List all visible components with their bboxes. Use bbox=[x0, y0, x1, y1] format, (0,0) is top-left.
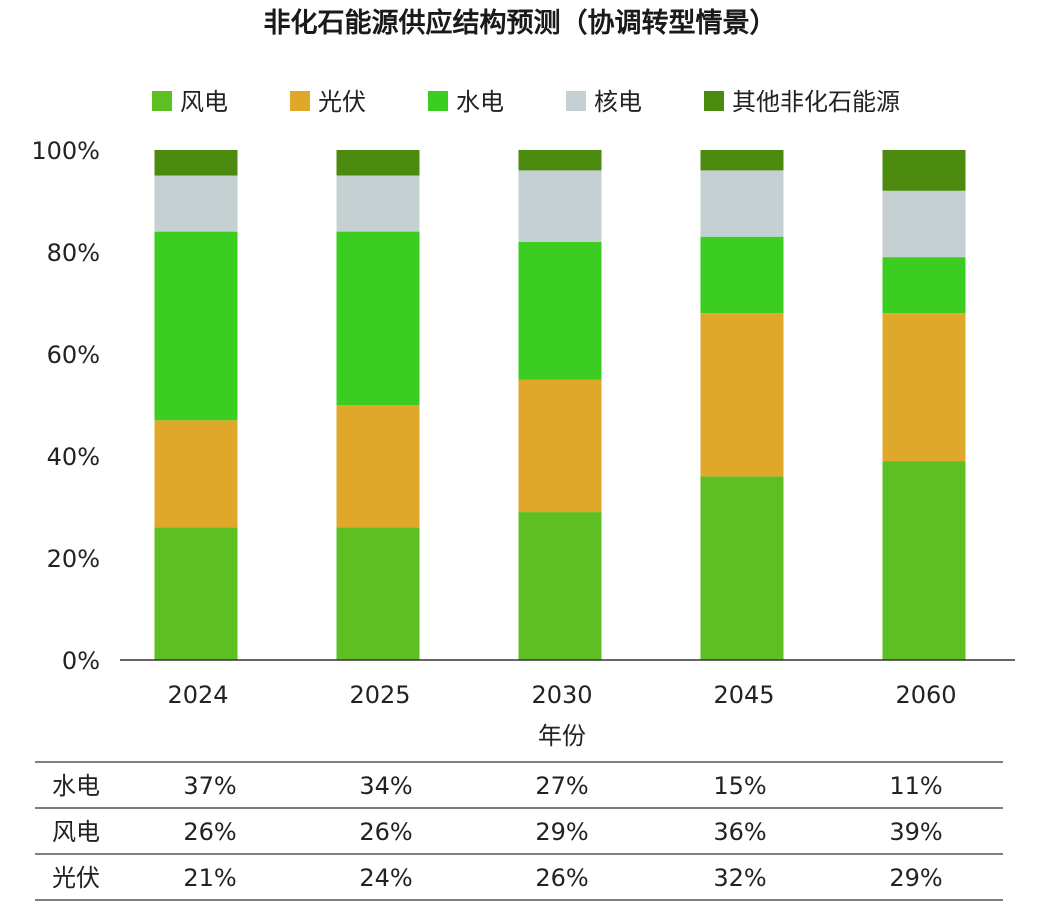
legend-swatch bbox=[152, 91, 172, 111]
x-tick-label: 2025 bbox=[349, 681, 410, 709]
bar-segment bbox=[882, 190, 966, 258]
bar-segment bbox=[700, 170, 784, 237]
bar-segment bbox=[336, 527, 420, 660]
bar-segment bbox=[882, 257, 966, 314]
table-cell: 11% bbox=[889, 772, 942, 800]
x-axis: 2024 2025 2030 2045 2060 bbox=[167, 681, 956, 709]
legend-label: 核电 bbox=[594, 88, 642, 116]
bar-segment bbox=[154, 231, 238, 421]
bar-segment bbox=[882, 313, 966, 462]
table-cell: 26% bbox=[359, 818, 412, 846]
bar-segment bbox=[882, 150, 966, 191]
y-tick-label: 0% bbox=[62, 647, 100, 675]
y-tick-label: 100% bbox=[31, 137, 100, 165]
bar-segment bbox=[518, 241, 602, 380]
legend-swatch bbox=[290, 91, 310, 111]
bar-segment bbox=[336, 231, 420, 405]
legend-label: 风电 bbox=[180, 88, 228, 116]
bar-segment bbox=[700, 313, 784, 477]
legend-swatch bbox=[428, 91, 448, 111]
x-tick-label: 2024 bbox=[167, 681, 228, 709]
table-cell: 29% bbox=[535, 818, 588, 846]
bar-segment bbox=[154, 527, 238, 660]
table-cell: 21% bbox=[183, 864, 236, 892]
legend-swatch bbox=[704, 91, 724, 111]
bar-segment bbox=[700, 150, 784, 171]
legend-label: 其他非化石能源 bbox=[732, 88, 900, 116]
table-cell: 15% bbox=[713, 772, 766, 800]
table-cell: 27% bbox=[535, 772, 588, 800]
table-cell: 37% bbox=[183, 772, 236, 800]
legend: 风电 光伏 水电 核电 其他非化石能源 bbox=[152, 88, 900, 116]
table-cell: 26% bbox=[535, 864, 588, 892]
bar-segment bbox=[154, 150, 238, 176]
table-cell: 39% bbox=[889, 818, 942, 846]
x-tick-label: 2060 bbox=[895, 681, 956, 709]
x-axis-label: 年份 bbox=[538, 722, 586, 750]
chart-title: 非化石能源供应结构预测（协调转型情景） bbox=[264, 7, 777, 39]
legend-label: 光伏 bbox=[318, 88, 366, 116]
table-cell: 34% bbox=[359, 772, 412, 800]
legend-swatch bbox=[566, 91, 586, 111]
table-row-label: 水电 bbox=[52, 772, 100, 800]
data-table: 水电 37% 34% 27% 15% 11% 风电 26% 26% 29% 36% 39% 光伏 21% 2… bbox=[35, 761, 1003, 901]
y-tick-label: 60% bbox=[47, 341, 100, 369]
bar-segment bbox=[518, 512, 602, 660]
x-tick-label: 2030 bbox=[531, 681, 592, 709]
bar-segment bbox=[518, 150, 602, 171]
bar-segment bbox=[336, 150, 420, 176]
table-row-label: 风电 bbox=[52, 818, 100, 846]
bar-segment bbox=[518, 379, 602, 513]
table-cell: 32% bbox=[713, 864, 766, 892]
table-cell: 29% bbox=[889, 864, 942, 892]
legend-label: 水电 bbox=[456, 88, 504, 116]
y-tick-label: 40% bbox=[47, 443, 100, 471]
bars bbox=[154, 150, 966, 660]
bar-segment bbox=[700, 236, 784, 314]
y-tick-label: 20% bbox=[47, 545, 100, 573]
bar-segment bbox=[336, 405, 420, 528]
bar-segment bbox=[154, 420, 238, 528]
table-cell: 36% bbox=[713, 818, 766, 846]
bar-segment bbox=[154, 175, 238, 232]
table-cell: 24% bbox=[359, 864, 412, 892]
bar-segment bbox=[518, 170, 602, 242]
y-axis: 0% 20% 40% 60% 80% 100% bbox=[31, 137, 100, 675]
bar-segment bbox=[882, 461, 966, 660]
bar-segment bbox=[336, 175, 420, 232]
table-row-label: 光伏 bbox=[52, 864, 100, 892]
table-cell: 26% bbox=[183, 818, 236, 846]
x-tick-label: 2045 bbox=[713, 681, 774, 709]
bar-segment bbox=[700, 476, 784, 660]
y-tick-label: 80% bbox=[47, 239, 100, 267]
